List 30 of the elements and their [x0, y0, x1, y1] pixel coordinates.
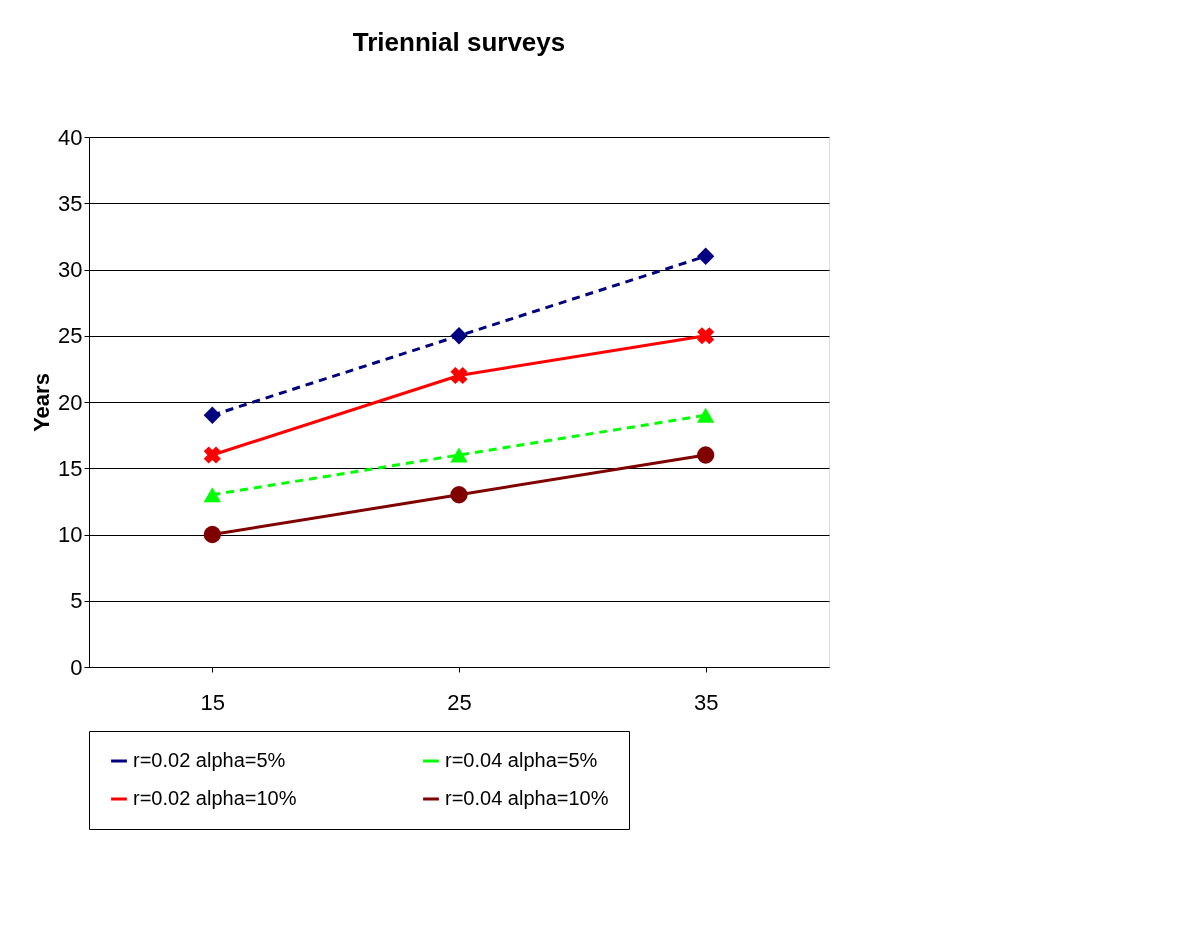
point: [697, 327, 715, 345]
y-axis-title: Years: [29, 373, 55, 432]
y-tick-label: 20: [58, 389, 83, 415]
x-tick-label: 35: [693, 689, 719, 715]
y-tick-label: 10: [58, 522, 83, 547]
point: [697, 446, 715, 464]
y-tick-label: 30: [58, 257, 83, 282]
x-tick-label: 25: [447, 689, 472, 715]
point: [203, 446, 221, 464]
x-tick-label: 15: [200, 689, 226, 715]
point: [203, 406, 221, 424]
y-tick-label: 35: [58, 190, 83, 216]
y-tick-label: 25: [58, 323, 83, 349]
y-tick-label: 40: [58, 124, 83, 150]
legend-label: r=0.02 alpha=5%: [133, 749, 286, 771]
point: [450, 447, 468, 463]
y-tick-label: 5: [70, 588, 83, 614]
point: [450, 327, 468, 345]
point: [697, 247, 715, 265]
point: [450, 366, 468, 385]
y-tick-label: 15: [58, 455, 83, 481]
chart-title: Triennial surveys: [352, 27, 566, 57]
legend-label: r=0.04 alpha=5%: [445, 749, 598, 771]
legend-label: r=0.04 alpha=10%: [445, 787, 609, 809]
point: [203, 487, 221, 503]
legend-label: r=0.02 alpha=10%: [133, 787, 297, 809]
point: [450, 486, 468, 504]
point: [203, 525, 221, 544]
y-tick-label: 0: [70, 654, 83, 680]
point: [697, 407, 715, 423]
